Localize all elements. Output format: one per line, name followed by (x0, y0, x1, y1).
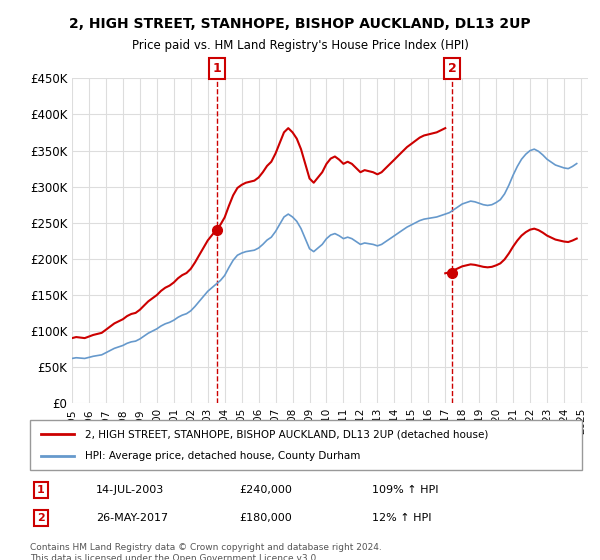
Text: 14-JUL-2003: 14-JUL-2003 (96, 485, 164, 495)
FancyBboxPatch shape (30, 420, 582, 470)
Text: This data is licensed under the Open Government Licence v3.0.: This data is licensed under the Open Gov… (30, 554, 319, 560)
Text: 12% ↑ HPI: 12% ↑ HPI (372, 513, 432, 523)
Text: 1: 1 (212, 62, 221, 75)
Text: Contains HM Land Registry data © Crown copyright and database right 2024.: Contains HM Land Registry data © Crown c… (30, 543, 382, 552)
Text: 2, HIGH STREET, STANHOPE, BISHOP AUCKLAND, DL13 2UP (detached house): 2, HIGH STREET, STANHOPE, BISHOP AUCKLAN… (85, 429, 488, 439)
Text: 1: 1 (37, 485, 45, 495)
Text: Price paid vs. HM Land Registry's House Price Index (HPI): Price paid vs. HM Land Registry's House … (131, 39, 469, 52)
Text: 2, HIGH STREET, STANHOPE, BISHOP AUCKLAND, DL13 2UP: 2, HIGH STREET, STANHOPE, BISHOP AUCKLAN… (69, 17, 531, 31)
Text: 26-MAY-2017: 26-MAY-2017 (96, 513, 169, 523)
Text: 2: 2 (448, 62, 457, 75)
Text: £180,000: £180,000 (240, 513, 293, 523)
Text: HPI: Average price, detached house, County Durham: HPI: Average price, detached house, Coun… (85, 451, 361, 461)
Text: 109% ↑ HPI: 109% ↑ HPI (372, 485, 439, 495)
Text: £240,000: £240,000 (240, 485, 293, 495)
Text: 2: 2 (37, 513, 45, 523)
